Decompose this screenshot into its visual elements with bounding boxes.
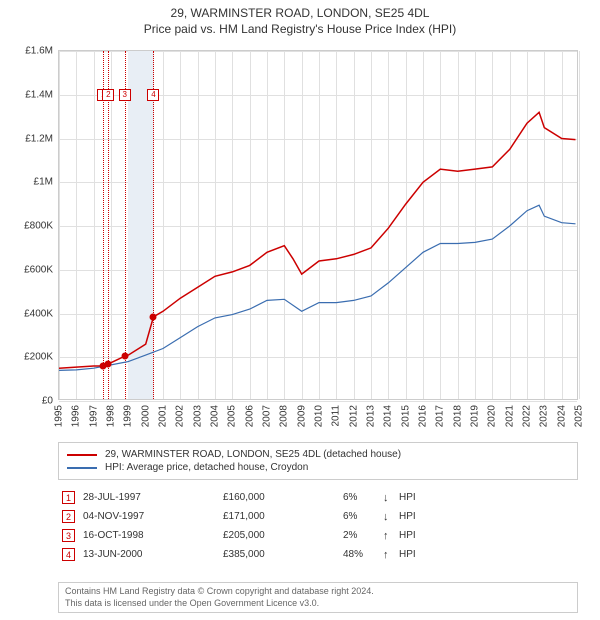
arrow-up-icon: ↑ bbox=[383, 530, 399, 542]
x-axis-label: 2021 bbox=[504, 405, 515, 427]
legend-item-price-paid: 29, WARMINSTER ROAD, LONDON, SE25 4DL (d… bbox=[67, 449, 569, 460]
legend-swatch bbox=[67, 454, 97, 456]
transaction-row: 3 16-OCT-1998£205,0002%↑HPI bbox=[58, 526, 578, 545]
transaction-date: 28-JUL-1997 bbox=[83, 492, 223, 503]
arrow-down-icon: ↓ bbox=[383, 511, 399, 523]
transaction-vs: HPI bbox=[399, 530, 429, 541]
legend-swatch bbox=[67, 467, 97, 469]
transaction-row: 1 28-JUL-1997£160,0006%↓HPI bbox=[58, 488, 578, 507]
x-axis-label: 1996 bbox=[71, 405, 82, 427]
transaction-marker: 2 bbox=[62, 510, 75, 523]
x-axis-label: 2022 bbox=[522, 405, 533, 427]
gridline-horizontal bbox=[59, 401, 577, 402]
x-axis-label: 2015 bbox=[400, 405, 411, 427]
marker-dot bbox=[150, 313, 157, 320]
x-axis-label: 2012 bbox=[348, 405, 359, 427]
x-axis-label: 1997 bbox=[88, 405, 99, 427]
x-axis-label: 2005 bbox=[227, 405, 238, 427]
transaction-pct: 6% bbox=[343, 511, 383, 522]
x-axis-label: 2004 bbox=[210, 405, 221, 427]
x-axis-label: 2014 bbox=[383, 405, 394, 427]
chart-plot-area: £0£200K£400K£600K£800K£1M£1.2M£1.4M£1.6M… bbox=[58, 50, 578, 400]
marker-label-box: 4 bbox=[147, 89, 159, 101]
title-subtitle: Price paid vs. HM Land Registry's House … bbox=[0, 22, 600, 36]
x-axis-label: 2016 bbox=[418, 405, 429, 427]
x-axis-label: 2007 bbox=[262, 405, 273, 427]
x-axis-label: 2002 bbox=[175, 405, 186, 427]
x-axis-label: 2019 bbox=[470, 405, 481, 427]
footer-line: This data is licensed under the Open Gov… bbox=[65, 598, 571, 610]
y-axis-label: £1.6M bbox=[25, 46, 53, 57]
legend-item-hpi: HPI: Average price, detached house, Croy… bbox=[67, 462, 569, 473]
x-axis-label: 2013 bbox=[366, 405, 377, 427]
y-axis-label: £0 bbox=[42, 396, 53, 407]
x-axis-label: 2008 bbox=[279, 405, 290, 427]
x-axis-label: 2003 bbox=[192, 405, 203, 427]
x-axis-label: 2025 bbox=[574, 405, 585, 427]
transaction-marker: 1 bbox=[62, 491, 75, 504]
title-address: 29, WARMINSTER ROAD, LONDON, SE25 4DL bbox=[0, 6, 600, 20]
series-line-price_paid bbox=[59, 112, 576, 368]
transaction-pct: 2% bbox=[343, 530, 383, 541]
x-axis-label: 2009 bbox=[296, 405, 307, 427]
transaction-row: 4 13-JUN-2000£385,00048%↑HPI bbox=[58, 545, 578, 564]
arrow-down-icon: ↓ bbox=[383, 492, 399, 504]
marker-label-box: 3 bbox=[119, 89, 131, 101]
transaction-marker: 4 bbox=[62, 548, 75, 561]
footer-line: Contains HM Land Registry data © Crown c… bbox=[65, 586, 571, 598]
arrow-up-icon: ↑ bbox=[383, 549, 399, 561]
x-axis-label: 2023 bbox=[539, 405, 550, 427]
transaction-row: 2 04-NOV-1997£171,0006%↓HPI bbox=[58, 507, 578, 526]
x-axis-label: 2010 bbox=[314, 405, 325, 427]
transaction-pct: 48% bbox=[343, 549, 383, 560]
transaction-pct: 6% bbox=[343, 492, 383, 503]
y-axis-label: £600K bbox=[24, 264, 53, 275]
transaction-date: 04-NOV-1997 bbox=[83, 511, 223, 522]
transaction-price: £160,000 bbox=[223, 492, 343, 503]
y-axis-label: £1M bbox=[34, 177, 53, 188]
gridline-vertical bbox=[579, 51, 580, 399]
transaction-price: £205,000 bbox=[223, 530, 343, 541]
transaction-vs: HPI bbox=[399, 511, 429, 522]
y-axis-label: £400K bbox=[24, 308, 53, 319]
legend-label: 29, WARMINSTER ROAD, LONDON, SE25 4DL (d… bbox=[105, 449, 401, 460]
transaction-price: £171,000 bbox=[223, 511, 343, 522]
transaction-price: £385,000 bbox=[223, 549, 343, 560]
x-axis-label: 1995 bbox=[54, 405, 65, 427]
x-axis-label: 2020 bbox=[487, 405, 498, 427]
x-axis-label: 1999 bbox=[123, 405, 134, 427]
x-axis-label: 1998 bbox=[106, 405, 117, 427]
transaction-vs: HPI bbox=[399, 549, 429, 560]
x-axis-label: 2024 bbox=[556, 405, 567, 427]
y-axis-label: £800K bbox=[24, 221, 53, 232]
series-line-hpi bbox=[59, 205, 576, 370]
transaction-marker: 3 bbox=[62, 529, 75, 542]
legend-label: HPI: Average price, detached house, Croy… bbox=[105, 462, 308, 473]
attribution-footer: Contains HM Land Registry data © Crown c… bbox=[58, 582, 578, 613]
chart-title-block: 29, WARMINSTER ROAD, LONDON, SE25 4DL Pr… bbox=[0, 0, 600, 36]
legend: 29, WARMINSTER ROAD, LONDON, SE25 4DL (d… bbox=[58, 442, 578, 480]
x-axis-label: 2011 bbox=[331, 405, 342, 427]
x-axis-label: 2017 bbox=[435, 405, 446, 427]
marker-dot bbox=[105, 360, 112, 367]
transaction-date: 13-JUN-2000 bbox=[83, 549, 223, 560]
y-axis-label: £200K bbox=[24, 352, 53, 363]
y-axis-label: £1.2M bbox=[25, 133, 53, 144]
transaction-vs: HPI bbox=[399, 492, 429, 503]
transaction-date: 16-OCT-1998 bbox=[83, 530, 223, 541]
x-axis-label: 2001 bbox=[158, 405, 169, 427]
chart-lines bbox=[59, 51, 579, 401]
marker-label-box: 2 bbox=[102, 89, 114, 101]
x-axis-label: 2018 bbox=[452, 405, 463, 427]
x-axis-label: 2000 bbox=[140, 405, 151, 427]
x-axis-label: 2006 bbox=[244, 405, 255, 427]
marker-dot bbox=[121, 353, 128, 360]
y-axis-label: £1.4M bbox=[25, 89, 53, 100]
transactions-table: 128-JUL-1997£160,0006%↓HPI204-NOV-1997£1… bbox=[58, 488, 578, 564]
